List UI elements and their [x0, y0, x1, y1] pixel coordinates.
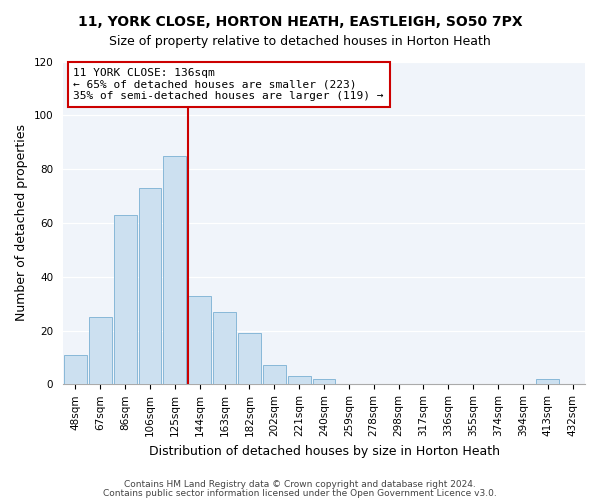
- Y-axis label: Number of detached properties: Number of detached properties: [15, 124, 28, 322]
- Text: 11 YORK CLOSE: 136sqm
← 65% of detached houses are smaller (223)
35% of semi-det: 11 YORK CLOSE: 136sqm ← 65% of detached …: [73, 68, 384, 101]
- Bar: [263, 366, 286, 384]
- Text: 11, YORK CLOSE, HORTON HEATH, EASTLEIGH, SO50 7PX: 11, YORK CLOSE, HORTON HEATH, EASTLEIGH,…: [77, 15, 523, 29]
- Bar: [288, 376, 311, 384]
- X-axis label: Distribution of detached houses by size in Horton Heath: Distribution of detached houses by size …: [149, 444, 500, 458]
- Bar: [536, 379, 559, 384]
- Text: Size of property relative to detached houses in Horton Heath: Size of property relative to detached ho…: [109, 35, 491, 48]
- Bar: [313, 379, 335, 384]
- Bar: [89, 317, 112, 384]
- Bar: [114, 215, 137, 384]
- Bar: [238, 333, 261, 384]
- Bar: [163, 156, 187, 384]
- Bar: [213, 312, 236, 384]
- Text: Contains HM Land Registry data © Crown copyright and database right 2024.: Contains HM Land Registry data © Crown c…: [124, 480, 476, 489]
- Bar: [64, 354, 87, 384]
- Bar: [139, 188, 161, 384]
- Bar: [188, 296, 211, 384]
- Text: Contains public sector information licensed under the Open Government Licence v3: Contains public sector information licen…: [103, 489, 497, 498]
